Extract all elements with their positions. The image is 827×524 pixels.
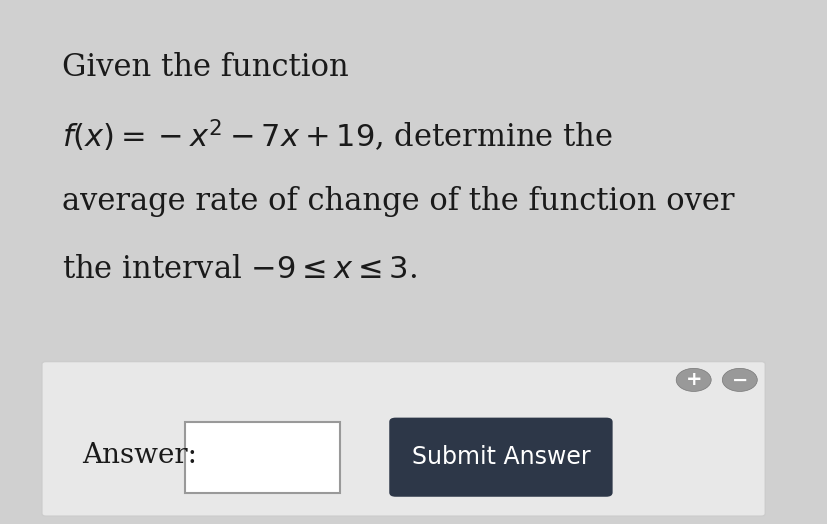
FancyBboxPatch shape	[42, 362, 764, 516]
FancyBboxPatch shape	[184, 422, 340, 493]
Text: $f(x) = -x^2 - 7x + 19$, determine the: $f(x) = -x^2 - 7x + 19$, determine the	[62, 118, 612, 155]
Text: +: +	[685, 370, 701, 389]
Circle shape	[721, 368, 757, 391]
Text: average rate of change of the function over: average rate of change of the function o…	[62, 186, 734, 217]
Text: Answer:: Answer:	[82, 442, 196, 470]
Text: Given the function: Given the function	[62, 52, 348, 83]
Text: −: −	[731, 370, 747, 389]
Text: Submit Answer: Submit Answer	[411, 445, 590, 469]
Text: the interval $-9 \leq x \leq 3$.: the interval $-9 \leq x \leq 3$.	[62, 254, 416, 285]
FancyBboxPatch shape	[389, 418, 612, 497]
Circle shape	[676, 368, 710, 391]
